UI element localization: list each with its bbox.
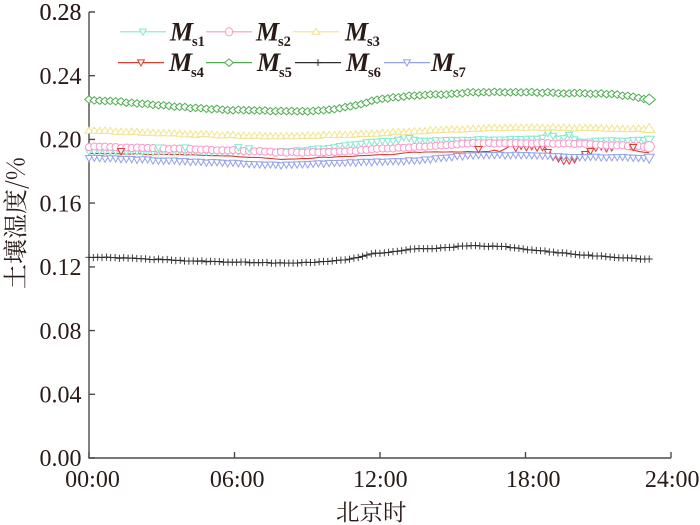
svg-text:M: M <box>255 17 280 46</box>
svg-text:s5: s5 <box>279 65 292 81</box>
svg-text:00:00: 00:00 <box>65 467 120 493</box>
svg-text:M: M <box>430 48 455 77</box>
svg-text:0.12: 0.12 <box>40 255 82 281</box>
svg-text:0.20: 0.20 <box>40 128 82 154</box>
svg-text:M: M <box>256 48 281 77</box>
svg-text:0.16: 0.16 <box>40 191 82 217</box>
svg-text:s7: s7 <box>453 65 466 81</box>
svg-text:s3: s3 <box>367 34 380 50</box>
svg-text:0.28: 0.28 <box>40 0 82 26</box>
svg-text:24:00: 24:00 <box>645 467 700 493</box>
svg-text:0.00: 0.00 <box>40 446 82 472</box>
svg-text:0.04: 0.04 <box>40 383 82 409</box>
svg-text:0.24: 0.24 <box>40 64 82 90</box>
svg-text:s4: s4 <box>191 65 204 81</box>
svg-text:0.08: 0.08 <box>40 319 82 345</box>
svg-text:s6: s6 <box>368 65 381 81</box>
svg-text:M: M <box>168 48 193 77</box>
svg-text:06:00: 06:00 <box>210 467 265 493</box>
svg-text:0.28: 0.28 <box>40 0 82 26</box>
svg-text:M: M <box>169 17 194 46</box>
svg-text:M: M <box>344 17 369 46</box>
svg-text:s1: s1 <box>192 34 205 50</box>
svg-text:12:00: 12:00 <box>353 467 408 493</box>
svg-text:18:00: 18:00 <box>506 467 561 493</box>
svg-text:s2: s2 <box>278 34 291 50</box>
svg-text:M: M <box>345 48 370 77</box>
